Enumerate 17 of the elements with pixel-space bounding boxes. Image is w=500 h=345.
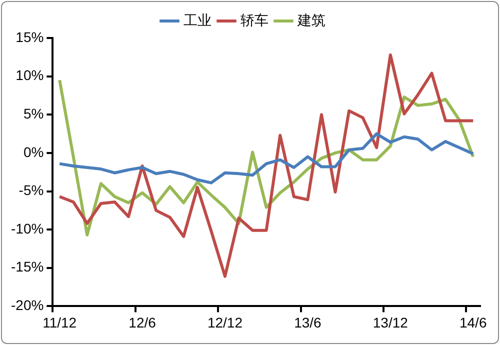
x-tick-label: 12/12 (207, 314, 243, 330)
y-tick-label: -5% (18, 182, 44, 198)
x-tick-label: 13/6 (294, 314, 322, 330)
legend-label: 工业 (184, 12, 212, 28)
legend-label: 轿车 (240, 12, 268, 28)
y-tick-label: -20% (10, 297, 44, 314)
y-tick-label: -10% (10, 220, 44, 236)
y-tick-label: 5% (23, 105, 44, 122)
legend-label: 建筑 (296, 12, 326, 28)
y-tick-label: 0% (23, 144, 44, 160)
x-tick-label: 11/12 (42, 314, 77, 330)
y-tick-label: -15% (10, 258, 44, 275)
x-tick-label: 13/12 (372, 314, 408, 330)
y-tick-label: 10% (16, 67, 44, 84)
x-tick-label: 14/6 (459, 314, 487, 330)
x-tick-label: 12/6 (128, 314, 156, 330)
y-tick-label: 15% (16, 28, 44, 45)
